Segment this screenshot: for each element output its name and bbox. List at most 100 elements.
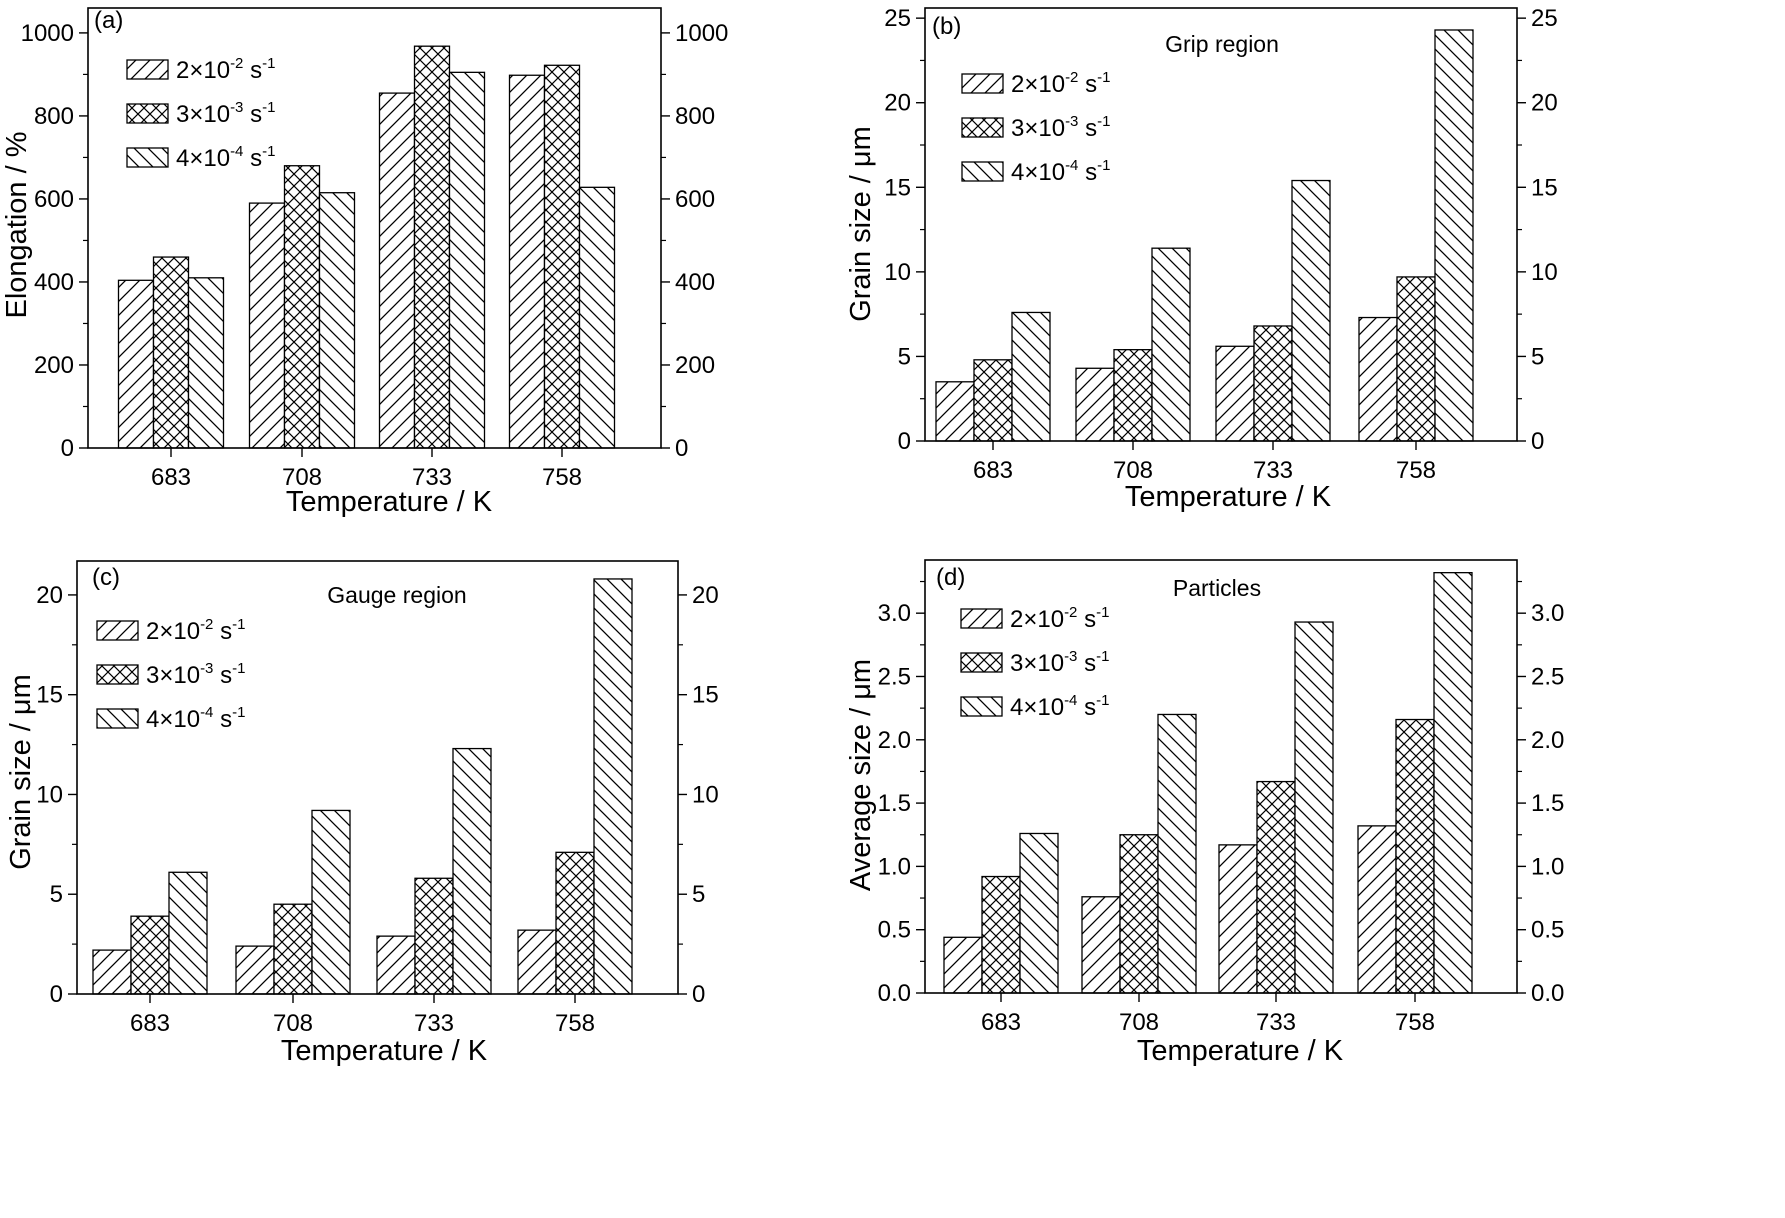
y-tick-label-right: 0 (692, 981, 705, 1008)
y-tick-label-right: 600 (675, 186, 715, 213)
legend-swatch-1 (126, 59, 169, 80)
bar-758-series-2 (543, 64, 581, 449)
bar-708-series-3 (1157, 713, 1197, 994)
y-tick-label-left: 800 (34, 103, 74, 130)
bar-683-series-1 (117, 279, 155, 449)
y-axis-title: Average size / μm (845, 659, 877, 891)
bar-733-series-1 (378, 92, 416, 449)
bar-733-series-2 (413, 45, 451, 449)
x-tick-label: 683 (130, 1010, 170, 1037)
bar-733-series-1 (1215, 345, 1255, 442)
bar-758-series-3 (593, 578, 633, 995)
legend-label-1: 2×10-2 s-1 (1010, 604, 1109, 633)
region-label: Gauge region (327, 582, 466, 608)
panel-d-particles-chart: (d) Particles Temperature / K Average si… (845, 559, 1564, 1067)
y-tick-label-left: 2.5 (878, 663, 911, 690)
y-tick-label-left: 25 (884, 5, 911, 32)
bar-758-series-1 (508, 74, 546, 449)
y-axis-title: Grain size / μm (5, 674, 37, 870)
x-tick-label: 758 (1396, 457, 1436, 484)
bar-733-series-3 (452, 747, 492, 995)
plot-frame (924, 7, 1518, 442)
bar-708-series-2 (1113, 349, 1153, 442)
panel-label: (d) (936, 564, 965, 591)
y-tick-label-right: 1.0 (1531, 853, 1564, 880)
legend-label-1: 2×10-2 s-1 (176, 55, 275, 84)
bar-683-series-3 (168, 871, 208, 995)
x-tick-label: 758 (1395, 1009, 1435, 1036)
legend-label-3: 4×10-4 s-1 (1010, 692, 1109, 721)
bar-708-series-3 (318, 192, 356, 449)
y-tick-label-left: 0 (50, 981, 63, 1008)
x-tick-label: 683 (151, 464, 191, 491)
panel-c-gauge-region-chart: (c) Gauge region Temperature / K Grain s… (5, 560, 719, 1067)
legend-label-3: 4×10-4 s-1 (1011, 157, 1110, 186)
legend-label-2: 3×10-3 s-1 (146, 660, 245, 689)
bar-758-series-1 (1358, 316, 1398, 442)
region-label: Particles (1173, 575, 1261, 601)
legend-swatch-2 (961, 117, 1004, 138)
y-axis-title: Elongation / % (1, 131, 33, 318)
legend-label-1: 2×10-2 s-1 (146, 616, 245, 645)
y-tick-label-right: 1000 (675, 20, 728, 47)
x-axis-title: Temperature / K (1125, 481, 1332, 513)
y-tick-label-right: 2.0 (1531, 727, 1564, 754)
y-tick-label-right: 5 (692, 881, 705, 908)
x-tick-label: 733 (412, 464, 452, 491)
x-tick-label: 758 (542, 464, 582, 491)
y-tick-label-right: 10 (692, 781, 719, 808)
legend-label-2: 3×10-3 s-1 (1011, 113, 1110, 142)
bar-683-series-3 (1011, 311, 1051, 442)
y-tick-label-right: 0 (675, 435, 688, 462)
x-tick-label: 733 (1253, 457, 1293, 484)
legend-label-3: 4×10-4 s-1 (146, 704, 245, 733)
bar-683-series-1 (92, 949, 132, 995)
y-tick-label-left: 200 (34, 352, 74, 379)
x-axis-title: Temperature / K (286, 486, 493, 518)
y-tick-label-right: 0.0 (1531, 980, 1564, 1007)
legend-label-1: 2×10-2 s-1 (1011, 69, 1110, 98)
y-tick-label-right: 200 (675, 352, 715, 379)
bar-733-series-3 (1291, 179, 1331, 442)
x-tick-label: 733 (414, 1010, 454, 1037)
x-tick-label: 708 (1119, 1009, 1159, 1036)
y-tick-label-left: 0.5 (878, 917, 911, 944)
legend-swatch-1 (961, 73, 1004, 94)
legend-swatch-2 (96, 664, 139, 685)
bar-683-series-1 (935, 381, 975, 442)
y-tick-label-left: 600 (34, 186, 74, 213)
plot-frame (76, 560, 679, 995)
bar-758-series-1 (1357, 825, 1397, 994)
y-tick-label-right: 15 (692, 682, 719, 709)
bar-708-series-1 (235, 945, 275, 995)
panel-label: (c) (92, 564, 120, 591)
x-tick-label: 758 (555, 1010, 595, 1037)
y-tick-label-left: 15 (884, 174, 911, 201)
y-tick-label-right: 10 (1531, 259, 1558, 286)
bar-733-series-3 (448, 71, 486, 449)
y-tick-label-left: 0 (61, 435, 74, 462)
bar-683-series-2 (973, 359, 1013, 442)
legend-label-2: 3×10-3 s-1 (176, 99, 275, 128)
bar-708-series-1 (1081, 896, 1121, 994)
x-axis-title: Temperature / K (1137, 1035, 1344, 1067)
panel-a-elongation-chart: (a) Temperature / K Elongation / % 0 0 200… (1, 7, 728, 518)
bar-758-series-3 (578, 186, 616, 449)
y-tick-label-left: 0.0 (878, 980, 911, 1007)
bar-733-series-2 (1256, 780, 1296, 994)
bar-683-series-2 (152, 256, 190, 449)
legend-swatch-3 (96, 708, 139, 729)
y-tick-label-left: 1.0 (878, 853, 911, 880)
y-tick-label-left: 400 (34, 269, 74, 296)
legend-swatch-1 (960, 608, 1003, 629)
legend-swatch-3 (960, 696, 1003, 717)
y-tick-label-right: 0.5 (1531, 917, 1564, 944)
y-tick-label-left: 10 (884, 259, 911, 286)
legend-swatch-3 (126, 147, 169, 168)
plot-frame (924, 559, 1518, 994)
y-tick-label-left: 2.0 (878, 727, 911, 754)
y-tick-label-right: 0 (1531, 428, 1544, 455)
bar-758-series-2 (555, 851, 595, 995)
y-tick-label-left: 20 (884, 90, 911, 117)
